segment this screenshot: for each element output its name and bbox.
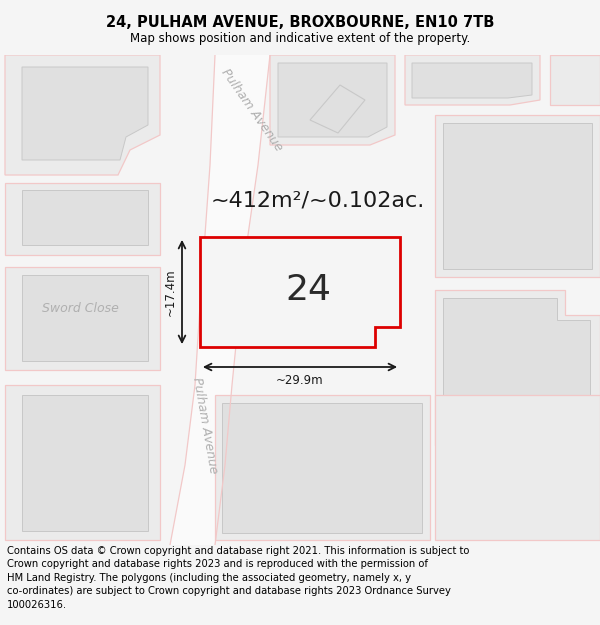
Polygon shape (405, 55, 540, 105)
Polygon shape (5, 267, 160, 370)
Text: 24, PULHAM AVENUE, BROXBOURNE, EN10 7TB: 24, PULHAM AVENUE, BROXBOURNE, EN10 7TB (106, 16, 494, 31)
Text: Map shows position and indicative extent of the property.: Map shows position and indicative extent… (130, 32, 470, 45)
Text: Contains OS data © Crown copyright and database right 2021. This information is : Contains OS data © Crown copyright and d… (7, 546, 470, 610)
Polygon shape (270, 55, 395, 145)
Text: 24: 24 (285, 273, 331, 307)
Polygon shape (200, 237, 400, 347)
Polygon shape (22, 190, 148, 245)
Polygon shape (5, 55, 160, 175)
Polygon shape (5, 183, 160, 255)
Polygon shape (435, 115, 600, 277)
Polygon shape (222, 403, 422, 533)
Text: Pulham Avenue: Pulham Avenue (218, 66, 286, 154)
Polygon shape (215, 250, 345, 333)
Text: Pulham Avenue: Pulham Avenue (190, 376, 220, 474)
Polygon shape (22, 67, 148, 160)
Polygon shape (443, 123, 592, 269)
Polygon shape (412, 63, 532, 98)
Polygon shape (435, 290, 600, 445)
Polygon shape (435, 395, 600, 540)
Polygon shape (22, 275, 148, 361)
Polygon shape (500, 457, 600, 527)
Polygon shape (310, 85, 365, 133)
Polygon shape (508, 465, 592, 520)
Polygon shape (22, 395, 148, 531)
Text: ~412m²/~0.102ac.: ~412m²/~0.102ac. (211, 190, 425, 210)
Polygon shape (170, 55, 270, 545)
Text: ~29.9m: ~29.9m (276, 374, 324, 388)
Text: ~17.4m: ~17.4m (163, 268, 176, 316)
Text: Sword Close: Sword Close (41, 301, 118, 314)
Polygon shape (443, 298, 590, 437)
Polygon shape (215, 395, 430, 540)
Polygon shape (5, 385, 160, 540)
Polygon shape (550, 55, 600, 105)
Polygon shape (278, 63, 387, 137)
